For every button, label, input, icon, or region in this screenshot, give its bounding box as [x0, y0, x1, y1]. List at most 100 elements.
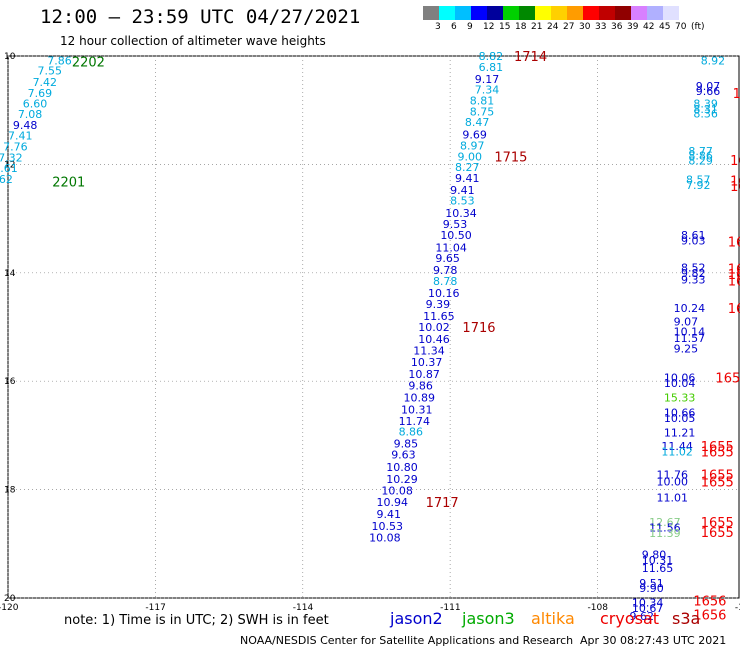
- wave-height-value: 10.66: [664, 407, 696, 420]
- legend-tick-label: 21: [531, 22, 543, 32]
- pass-time-label: 1654: [715, 371, 740, 386]
- wave-height-value: 8.39: [693, 98, 718, 111]
- wave-height-value: 11.02: [661, 446, 693, 459]
- wave-height-value: 9.41: [455, 172, 480, 185]
- legend-tick-label: 12: [483, 22, 495, 32]
- wave-height-value: 7.32: [0, 151, 23, 164]
- wave-height-value: 8.57: [686, 174, 711, 187]
- pass-time-label: 1655: [701, 446, 734, 461]
- wave-height-value: 10.08: [381, 485, 413, 498]
- wave-height-value: 9.62: [629, 610, 654, 623]
- pass-time-label: 165: [730, 154, 740, 169]
- wave-height-value: 10.05: [664, 412, 696, 425]
- legend-swatch: [647, 6, 663, 20]
- wave-height-value: 11.65: [423, 310, 455, 323]
- wave-height-value: 8.29: [688, 155, 713, 168]
- lat-label: 10: [4, 52, 16, 62]
- wave-height-value: 9.41: [376, 508, 401, 521]
- wave-height-value: 7.69: [28, 87, 53, 100]
- pass-time-label: 1656: [693, 608, 726, 623]
- pass-time-label: 1654: [728, 235, 740, 250]
- pass-time-label: 165: [730, 180, 740, 195]
- pass-time-label: 2202: [72, 55, 105, 70]
- wave-height-value: 7.76: [3, 141, 28, 154]
- pass-time-label: 2201: [52, 176, 85, 191]
- legend-tick-label: 3: [435, 22, 441, 32]
- legend-tick-label: 45: [659, 22, 671, 32]
- wave-height-value: 10.89: [403, 391, 435, 404]
- wave-height-value: 10.80: [386, 461, 418, 474]
- wave-height-value: 11.74: [399, 415, 431, 428]
- wave-height-value: 11.01: [656, 492, 688, 505]
- wave-height-value: 8.27: [455, 161, 480, 174]
- lat-label: 20: [4, 594, 16, 604]
- wave-height-value: 9.07: [674, 316, 699, 329]
- legend-tick-label: 39: [627, 22, 639, 32]
- satellite-label-cryosat: cryosat: [600, 609, 660, 628]
- legend-swatch: [423, 6, 439, 20]
- wave-height-value: 7.86: [47, 54, 72, 67]
- wave-height-value: 9.63: [391, 448, 416, 461]
- pass-time-label: 1654: [728, 302, 740, 317]
- pass-time-label: 165: [730, 175, 740, 190]
- satellite-label-jason2: jason2: [390, 609, 443, 628]
- wave-height-value: 8.86: [688, 150, 713, 163]
- wave-height-value: 8.82: [479, 50, 504, 63]
- wave-height-value: 9.80: [642, 549, 667, 562]
- map-subtitle: 12 hour collection of altimeter wave hei…: [60, 34, 326, 48]
- lon-label: -111: [440, 603, 460, 613]
- legend-tick-label: 15: [499, 22, 511, 32]
- pass-time-label: 16: [733, 87, 740, 102]
- wave-height-value: 11.76: [656, 468, 688, 481]
- pass-time-label: 1655: [701, 468, 734, 483]
- legend-tick-label: (ft): [691, 22, 705, 32]
- wave-height-value: 9.85: [394, 438, 419, 451]
- wave-height-value: 7.41: [8, 130, 33, 143]
- wave-height-value: 9.17: [475, 73, 500, 86]
- wave-height-value: 6.81: [479, 61, 504, 74]
- wave-height-value: 9.03: [681, 234, 706, 247]
- wave-height-value: 9.82: [681, 267, 706, 280]
- legend-swatch: [503, 6, 519, 20]
- legend-swatch: [455, 6, 471, 20]
- wave-height-value: 9.78: [433, 264, 458, 277]
- wave-height-value: 8.36: [693, 107, 718, 120]
- lat-label: 18: [4, 486, 16, 496]
- wave-height-value: 8.81: [470, 94, 495, 107]
- wave-height-value: 8.97: [460, 139, 485, 152]
- lon-label: -117: [145, 603, 165, 613]
- wave-height-value: 15.33: [664, 391, 696, 404]
- legend-swatch: [615, 6, 631, 20]
- legend-tick-label: 36: [611, 22, 623, 32]
- wave-height-value: 10.16: [428, 287, 460, 300]
- satellite-label-s3a: s3a: [672, 609, 701, 628]
- lat-label: 12: [4, 160, 15, 170]
- wave-height-value: 10.31: [401, 403, 433, 416]
- legend-tick-label: 6: [451, 22, 457, 32]
- wave-height-value: 8.92: [701, 54, 726, 67]
- wave-height-value: 9.90: [639, 582, 664, 595]
- wave-height-value: 6.60: [23, 98, 48, 111]
- satellite-label-jason3: jason3: [462, 609, 515, 628]
- lon-label: -10: [735, 603, 740, 613]
- wave-height-value: 10.34: [445, 207, 477, 220]
- legend-swatch: [439, 6, 455, 20]
- legend-swatch: [519, 6, 535, 20]
- wave-height-value: 10.04: [664, 377, 696, 390]
- credit-timestamp: Apr 30 08:27:43 UTC 2021: [580, 634, 727, 647]
- legend-tick-label: 18: [515, 22, 527, 32]
- legend-tick-label: 9: [467, 22, 473, 32]
- wave-height-value: 9.39: [426, 298, 451, 311]
- lon-label: -114: [293, 603, 314, 613]
- pass-time-label: 1654: [728, 274, 740, 289]
- pass-time-label: 1715: [494, 150, 527, 165]
- wave-height-value: 9.65: [435, 252, 460, 265]
- wave-height-value: 9.53: [443, 218, 468, 231]
- wave-height-value: 7.92: [686, 179, 711, 192]
- pass-time-label: 1654: [728, 268, 740, 283]
- wave-height-value: 10.08: [369, 531, 401, 544]
- wave-height-value: 7.55: [37, 65, 62, 78]
- wave-height-value: 11.04: [435, 241, 467, 254]
- wave-height-value: 8.78: [433, 275, 458, 288]
